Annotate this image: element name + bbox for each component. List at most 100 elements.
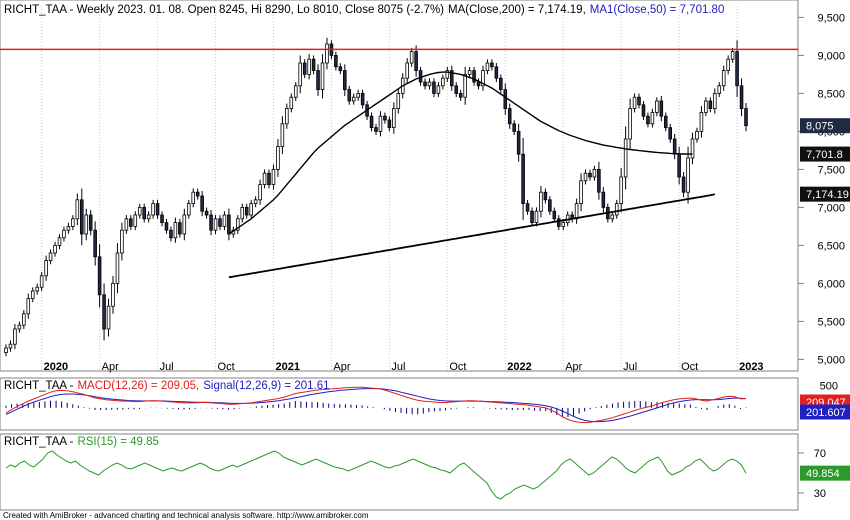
price-pane[interactable]: 5,0005,5006,0006,5007,0007,5008,0008,500… (0, 0, 850, 373)
candle-body (262, 172, 267, 185)
candle-body (347, 89, 352, 102)
candle-body (677, 153, 681, 178)
price-x-tick-label: Jul (623, 361, 637, 373)
price-pane-frame (0, 0, 799, 372)
candle-body (405, 62, 409, 79)
candle-body (155, 203, 160, 216)
candle-body (191, 191, 196, 204)
candle-body (39, 275, 44, 288)
candle-body (236, 218, 240, 231)
candle-body (396, 93, 401, 110)
candle-body (481, 70, 485, 87)
candle-body (178, 222, 182, 235)
candle-body (30, 290, 35, 299)
candle-body (713, 93, 717, 110)
candle-body (111, 282, 115, 307)
candle-body (35, 286, 39, 292)
footer-credit: Created with AmiBroker - advanced charti… (3, 511, 369, 520)
candle-body (276, 146, 280, 170)
rsi-axis: 70 30 (798, 448, 826, 500)
candle-body (543, 191, 548, 201)
candle-body (556, 218, 561, 227)
price-x-tick-label: 2022 (507, 361, 531, 373)
candle-body (427, 81, 432, 87)
price-y-tick-label: 5,000 (817, 354, 845, 366)
candle-body (66, 225, 71, 231)
candle-body (106, 305, 111, 330)
candle-body (392, 108, 396, 128)
candle-body (195, 191, 200, 197)
candle-body (507, 108, 512, 125)
candle-body (142, 206, 146, 220)
candle-body (637, 96, 641, 106)
candle-body (84, 214, 89, 235)
candle-body (182, 214, 187, 235)
candle-body (663, 115, 668, 128)
candle-body (129, 218, 133, 227)
candle-body (721, 70, 726, 87)
candle-body (717, 85, 722, 94)
candle-body (17, 324, 22, 330)
candle-body (115, 252, 120, 284)
candle-body (289, 96, 294, 109)
candle-body (307, 58, 311, 75)
candle-body (436, 85, 441, 94)
price-x-tick-label: Apr (565, 361, 582, 373)
price-x-tick-label: 2023 (739, 361, 763, 373)
candle-body (88, 214, 93, 231)
candle-body (137, 206, 142, 216)
candle-body (280, 123, 285, 148)
candle-body (623, 138, 628, 178)
price-x-tick-label: Oct (218, 361, 235, 373)
candle-body (173, 222, 178, 239)
price-x-tick-label: Apr (102, 361, 119, 373)
candle-body (409, 51, 414, 64)
candle-body (574, 203, 579, 220)
candle-body (534, 210, 539, 223)
candle-body (316, 70, 320, 90)
rsi-marks (5, 450, 747, 500)
candle-body (614, 203, 619, 216)
candle-body (610, 214, 615, 220)
candle-body (360, 93, 365, 106)
price-tag-box (800, 118, 850, 134)
candle-body (499, 77, 503, 90)
rsi-line (5, 450, 747, 500)
candle-body (739, 85, 744, 110)
candle-body (120, 229, 124, 254)
macd-axis: 500 (820, 380, 838, 392)
macd-y-tick-label: 500 (820, 380, 838, 392)
price-tag-box (800, 146, 850, 162)
candle-body (503, 89, 508, 109)
candle-body (124, 218, 129, 231)
candle-body (423, 81, 427, 87)
candle-body (414, 51, 418, 71)
macd-header-signal: Signal(12,26,9) = 201.61 (203, 380, 329, 392)
price-tag-label: 8,075 (806, 121, 834, 133)
candle-body (454, 85, 459, 94)
price-x-tick-label: Oct (449, 361, 466, 373)
price-y-tick-label: 6,000 (817, 278, 845, 290)
candle-body (102, 294, 106, 330)
candle-body (200, 195, 204, 212)
candle-body (387, 119, 392, 128)
candle-body (619, 176, 623, 205)
rsi-tag-label: 49.854 (806, 468, 840, 480)
rsi-header-prefix: RICHT_TAA - (4, 436, 74, 448)
candle-body (133, 214, 138, 227)
price-y-tick-label: 7,500 (817, 164, 845, 176)
candle-body (26, 298, 31, 315)
candle-body (681, 176, 686, 193)
candle-body (655, 100, 659, 113)
rsi-pane[interactable]: 70 30 49.854 RICHT_TAA - RSI(15) = 49.85 (0, 433, 850, 511)
candle-body (62, 229, 66, 239)
candle-body (441, 77, 445, 87)
candle-body (690, 138, 695, 159)
candle-body (244, 206, 249, 216)
candle-body (285, 108, 289, 125)
candle-body (218, 218, 222, 227)
candle-body (659, 100, 664, 117)
candle-body (561, 222, 566, 227)
